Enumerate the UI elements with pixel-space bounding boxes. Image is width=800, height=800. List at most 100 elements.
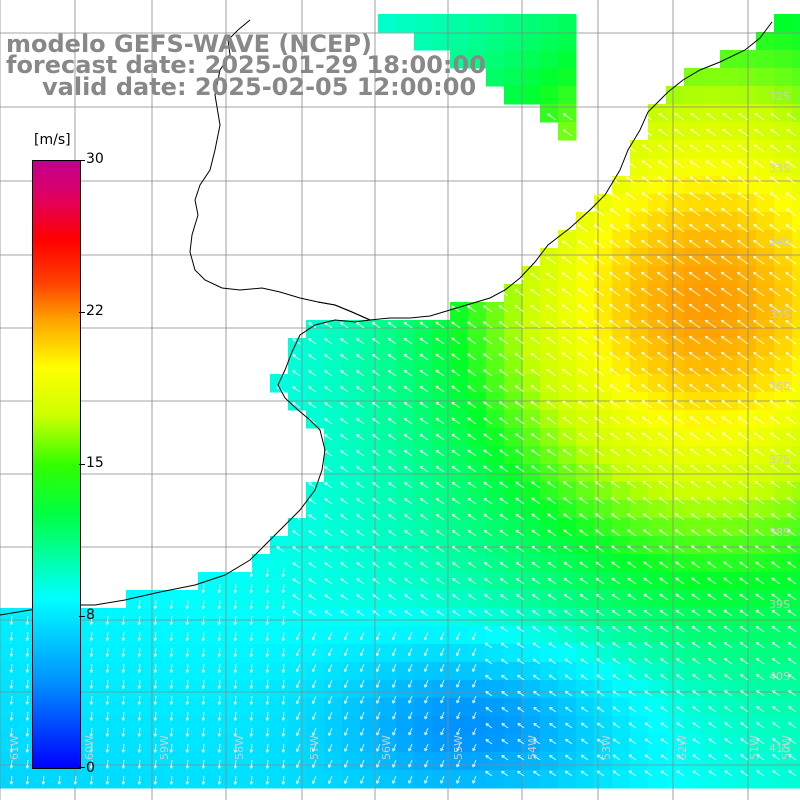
field-cell [270,662,289,681]
wind-arrow [292,370,301,377]
wind-arrow [372,418,381,425]
wind-arrow [499,417,509,425]
field-cell [576,284,595,303]
wind-arrow-head [424,700,428,704]
wind-arrow-head [218,606,222,610]
field-cell [558,230,577,249]
field-cell [720,608,739,627]
wind-arrow [420,610,429,617]
wind-arrow-head [436,546,439,550]
wind-arrow [468,594,477,601]
wind-arrow-head [137,669,140,673]
wind-arrow [356,466,365,473]
field-cell [774,122,793,141]
wind-arrow-head [249,685,252,689]
field-cell [558,500,577,519]
wind-arrow [408,631,413,641]
wind-arrow-head [530,353,533,357]
field-cell [396,716,415,735]
field-cell [792,482,800,501]
wind-arrow-head [501,739,504,743]
wind-arrow-head [388,514,391,518]
wind-arrow [170,711,173,721]
field-cell [450,14,469,33]
wind-arrow [282,583,285,593]
wind-arrow [452,530,461,537]
field-cell [666,158,685,177]
wind-arrow-head [408,669,412,672]
field-cell [396,680,415,699]
field-cell [342,500,361,519]
field-cell [756,194,775,213]
field-cell [612,698,631,717]
field-cell [288,536,307,555]
field-cell [558,554,577,573]
field-cell [774,302,793,321]
wind-arrow-head [424,653,428,657]
wind-arrow-head [532,626,535,630]
wind-arrow-head [266,765,270,769]
field-cell [504,302,523,321]
wind-arrow-head [344,653,348,657]
wind-arrow-head [122,765,126,769]
wind-arrow [340,370,349,377]
wind-arrow [435,369,445,377]
wind-arrow-head [234,765,238,769]
wind-arrow-head [499,449,502,453]
field-cell [684,752,703,771]
field-cell [774,104,793,123]
wind-arrow [388,610,397,617]
wind-arrow-head [185,653,188,657]
field-cell [792,158,800,177]
wind-arrow-head [498,289,501,293]
field-cell [378,356,397,375]
field-cell [378,500,397,519]
wind-arrow-head [392,669,396,672]
wind-arrow-head [250,574,254,578]
wind-arrow-head [356,562,359,566]
field-cell [756,482,775,501]
wind-arrow-head [371,322,374,326]
wind-arrow [548,626,557,633]
field-cell [450,338,469,357]
wind-arrow-head [532,642,535,646]
wind-arrow [202,599,205,609]
wind-arrow-head [546,320,549,324]
wind-arrow-head [217,621,220,625]
wind-arrow [10,759,13,769]
field-cell [252,572,271,591]
wind-arrow-head [514,321,517,325]
wind-arrow [514,385,525,393]
field-cell [360,662,379,681]
wind-arrow [451,449,461,457]
wind-arrow-head [217,717,220,721]
wind-arrow-head [562,224,565,228]
wind-arrow-head [546,240,549,245]
field-cell [576,536,595,555]
wind-arrow-head [122,717,126,721]
wind-arrow-head [356,482,359,486]
wind-arrow-head [308,322,311,326]
wind-arrow-head [324,386,327,390]
wind-arrow-head [344,765,348,768]
wind-arrow [546,272,557,281]
field-cell [342,608,361,627]
wind-arrow-head [517,739,520,743]
field-cell [342,644,361,663]
wind-arrow [296,775,301,784]
wind-arrow-head [404,546,407,550]
wind-arrow-head [169,685,172,689]
wind-arrow [324,546,333,553]
wind-arrow-head [451,514,454,518]
field-cell [288,356,307,375]
wind-arrow-head [186,637,190,641]
wind-arrow-head [137,781,140,785]
wind-arrow [562,352,573,361]
wind-arrow [218,631,221,641]
wind-arrow-head [376,701,380,704]
wind-arrow-head [266,717,270,721]
field-cell [468,626,487,645]
wind-arrow-head [403,402,406,406]
wind-arrow-head [265,733,268,737]
wind-arrow-head [324,434,327,438]
